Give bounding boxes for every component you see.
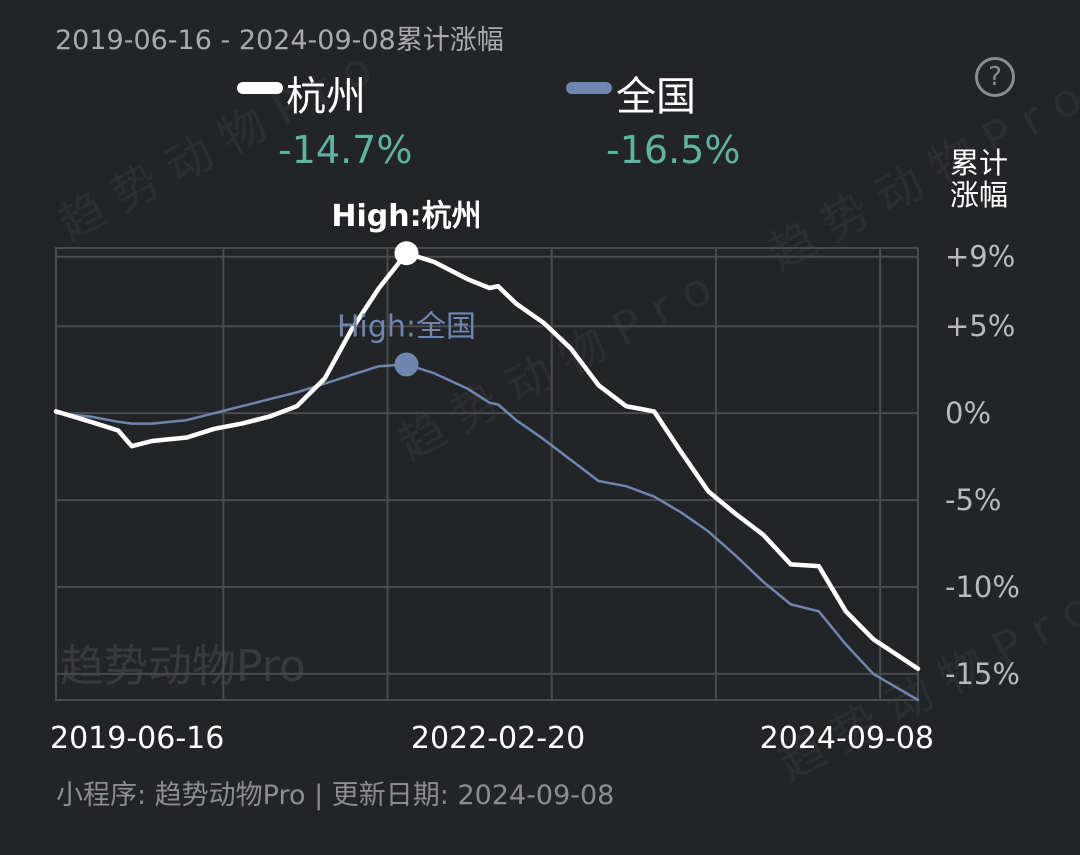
question-circle-icon[interactable]: ?: [975, 57, 1015, 97]
x-tick-label: 2019-06-16: [50, 721, 224, 756]
y-tick-label: -5%: [945, 483, 1001, 517]
footer-text: 小程序: 趋势动物Pro | 更新日期: 2024-09-08: [56, 780, 615, 811]
legend-swatch-hangzhou: [237, 82, 283, 94]
x-tick-label: 2022-02-20: [411, 721, 585, 756]
y-tick-label: -15%: [945, 657, 1020, 691]
change-hangzhou: -14.7%: [278, 128, 413, 172]
change-national: -16.5%: [606, 128, 741, 172]
y-tick-label: +5%: [945, 309, 1015, 343]
legend-swatch-national: [566, 82, 612, 94]
high-marker-national: [394, 352, 419, 377]
y-tick-label: 0%: [945, 396, 991, 430]
y-tick-label: +9%: [945, 240, 1015, 274]
high-marker-hangzhou: [394, 241, 419, 266]
plot-frame: [55, 247, 919, 701]
legend-label-national: 全国: [616, 74, 696, 120]
high-label-national: High:全国: [337, 309, 476, 344]
watermark: 趋势动物Pro: [60, 641, 306, 692]
x-tick-label: 2024-09-08: [760, 721, 934, 756]
y-tick-label: -10%: [945, 570, 1020, 604]
date-range-title: 2019-06-16 - 2024-09-08累计涨幅: [55, 25, 504, 56]
high-label-hangzhou: High:杭州: [331, 199, 481, 234]
legend-label-hangzhou: 杭州: [286, 74, 366, 120]
y-axis-unit-label: 累计涨幅: [949, 146, 1008, 212]
series-line-hangzhou: [53, 250, 921, 671]
series-line-national: [54, 363, 920, 702]
